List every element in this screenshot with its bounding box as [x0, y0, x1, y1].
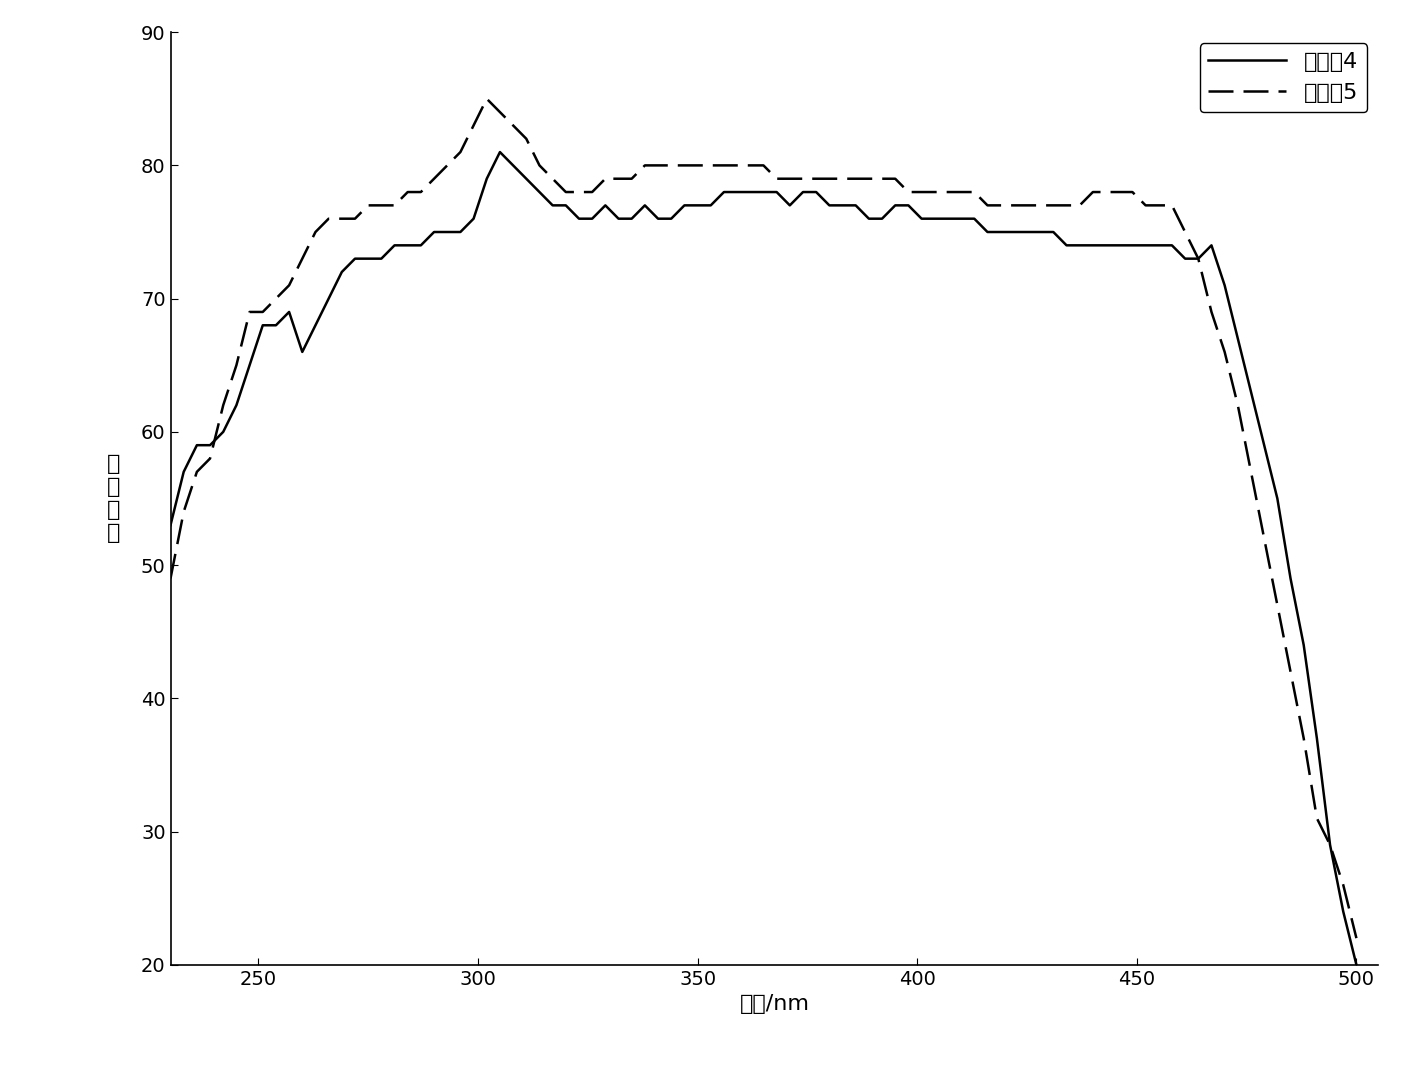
Y-axis label: 相
对
强
度: 相 对 强 度	[107, 453, 119, 544]
实施兣5	[162, 572, 179, 585]
实施兣5	[1334, 878, 1351, 891]
实施兣4	[162, 519, 179, 532]
实施兣4	[1177, 252, 1194, 265]
Line: 实施兣5: 实施兣5	[171, 99, 1357, 938]
实施兣4	[1322, 838, 1339, 851]
实施兣4	[1334, 905, 1351, 918]
Line: 实施兣4: 实施兣4	[171, 152, 1357, 965]
实施兣5	[479, 92, 496, 105]
实施兣4	[1349, 958, 1366, 971]
实施兣5	[1349, 932, 1366, 944]
实施兣4	[439, 225, 456, 238]
实施兣4	[492, 146, 509, 159]
实施兣5	[439, 159, 456, 172]
实施兣4	[465, 212, 482, 225]
Legend: 实施兣4, 实施兣5: 实施兣4, 实施兣5	[1199, 43, 1367, 113]
实施兣5	[465, 119, 482, 132]
实施兣5	[307, 225, 324, 238]
实施兣5	[1322, 838, 1339, 851]
实施兣4	[307, 318, 324, 331]
实施兣5	[1177, 225, 1194, 238]
X-axis label: 波长/nm: 波长/nm	[739, 994, 810, 1014]
